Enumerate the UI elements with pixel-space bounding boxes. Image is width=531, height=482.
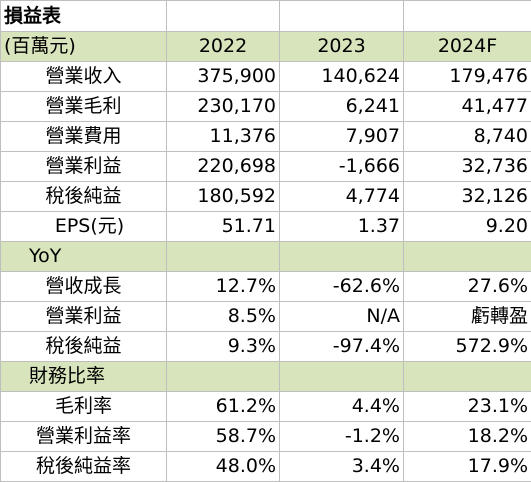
cell-value: 32,736 [404, 152, 531, 182]
table-row: 稅後純益 180,592 4,774 32,126 [1, 182, 531, 212]
table-row: 稅後純益率 48.0% 3.4% 17.9% [1, 452, 531, 482]
year-2024f: 2024F [404, 32, 531, 62]
table-row: 營業毛利 230,170 6,241 41,477 [1, 92, 531, 122]
cell-value: 3.4% [280, 452, 404, 482]
table-row: 營業利益率 58.7% -1.2% 18.2% [1, 422, 531, 452]
header-row: (百萬元) 2022 2023 2024F [1, 32, 531, 62]
row-label: 營業利益 [1, 302, 167, 332]
cell-value: 51.71 [167, 212, 280, 242]
row-label: 稅後純益 [1, 182, 167, 212]
cell-value: -62.6% [280, 272, 404, 302]
cell-value: 4.4% [280, 392, 404, 422]
section-header-yoy: YoY [1, 242, 531, 272]
year-2022: 2022 [167, 32, 280, 62]
cell-value: 32,126 [404, 182, 531, 212]
table-title: 損益表 [1, 1, 167, 32]
cell-value: 9.3% [167, 332, 280, 362]
cell-value: 8.5% [167, 302, 280, 332]
table-row: 營業利益 8.5% N/A 虧轉盈 [1, 302, 531, 332]
table-row: 營收成長 12.7% -62.6% 27.6% [1, 272, 531, 302]
cell-value: 17.9% [404, 452, 531, 482]
table-row: 毛利率 61.2% 4.4% 23.1% [1, 392, 531, 422]
section-header-ratios: 財務比率 [1, 362, 531, 392]
row-label: 稅後純益率 [1, 452, 167, 482]
title-row: 損益表 [1, 1, 531, 32]
cell-value: 23.1% [404, 392, 531, 422]
row-label: EPS(元) [1, 212, 167, 242]
cell-value: 27.6% [404, 272, 531, 302]
cell-value: 61.2% [167, 392, 280, 422]
cell-value: 572.9% [404, 332, 531, 362]
cell-value: -1,666 [280, 152, 404, 182]
row-label: 營收成長 [1, 272, 167, 302]
cell-value: 179,476 [404, 62, 531, 92]
cell-value: 375,900 [167, 62, 280, 92]
section-label: YoY [1, 242, 167, 272]
row-label: 稅後純益 [1, 332, 167, 362]
cell-value: 180,592 [167, 182, 280, 212]
cell-value: 12.7% [167, 272, 280, 302]
table-row: EPS(元) 51.71 1.37 9.20 [1, 212, 531, 242]
cell-value: N/A [280, 302, 404, 332]
unit-label: (百萬元) [1, 32, 167, 62]
cell-value: 7,907 [280, 122, 404, 152]
row-label: 營業利益 [1, 152, 167, 182]
cell-value: -1.2% [280, 422, 404, 452]
cell-value: 18.2% [404, 422, 531, 452]
cell-value: 8,740 [404, 122, 531, 152]
table-row: 稅後純益 9.3% -97.4% 572.9% [1, 332, 531, 362]
table-row: 營業費用 11,376 7,907 8,740 [1, 122, 531, 152]
row-label: 營業毛利 [1, 92, 167, 122]
table-row: 營業收入 375,900 140,624 179,476 [1, 62, 531, 92]
cell-value: 4,774 [280, 182, 404, 212]
cell-value: 虧轉盈 [404, 302, 531, 332]
cell-value: 41,477 [404, 92, 531, 122]
row-label: 營業利益率 [1, 422, 167, 452]
cell-value: 58.7% [167, 422, 280, 452]
table-row: 營業利益 220,698 -1,666 32,736 [1, 152, 531, 182]
cell-value: 220,698 [167, 152, 280, 182]
row-label: 營業費用 [1, 122, 167, 152]
cell-value: 1.37 [280, 212, 404, 242]
year-2023: 2023 [280, 32, 404, 62]
section-label: 財務比率 [1, 362, 167, 392]
row-label: 毛利率 [1, 392, 167, 422]
cell-value: 11,376 [167, 122, 280, 152]
cell-value: 6,241 [280, 92, 404, 122]
cell-value: 140,624 [280, 62, 404, 92]
row-label: 營業收入 [1, 62, 167, 92]
cell-value: 48.0% [167, 452, 280, 482]
cell-value: 230,170 [167, 92, 280, 122]
cell-value: -97.4% [280, 332, 404, 362]
cell-value: 9.20 [404, 212, 531, 242]
